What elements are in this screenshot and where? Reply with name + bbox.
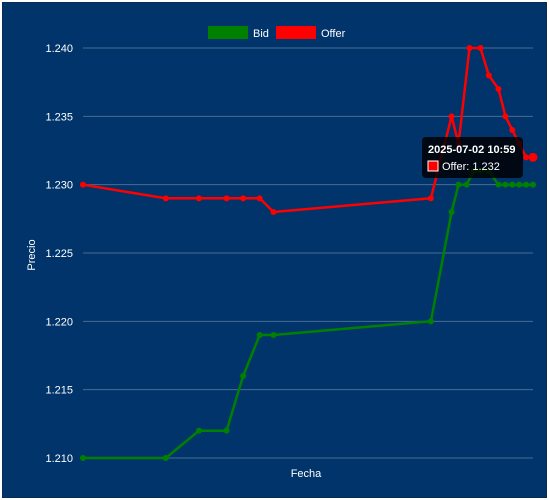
data-point-bid[interactable] <box>270 332 277 338</box>
y-tick-label: 1.225 <box>45 248 73 260</box>
data-point-bid[interactable] <box>523 181 530 188</box>
data-point-bid[interactable] <box>530 181 536 188</box>
data-point-offer[interactable] <box>162 195 169 202</box>
data-point-offer[interactable] <box>223 195 230 202</box>
data-point-bid[interactable] <box>223 427 230 434</box>
data-point-offer[interactable] <box>240 195 247 202</box>
data-point-bid[interactable] <box>162 455 169 461</box>
data-point-offer[interactable] <box>270 209 277 215</box>
data-point-offer[interactable] <box>509 127 516 133</box>
tooltip-title: 2025-07-02 10:59 <box>428 144 515 156</box>
data-point-offer[interactable] <box>256 195 263 202</box>
data-point-bid[interactable] <box>80 455 86 461</box>
series-line-bid <box>83 169 533 460</box>
series-layer <box>80 45 538 461</box>
line-chart: 1.210 1.215 1.220 1.225 1.230 1.235 1.240 Bid … <box>26 26 538 480</box>
data-point-offer[interactable] <box>523 154 530 161</box>
tooltip: 2025-07-02 10:59 Offer: 1.232 <box>422 137 523 178</box>
data-point-bid[interactable] <box>509 181 516 188</box>
y-tick-label: 1.240 <box>45 43 73 55</box>
grid <box>83 47 533 459</box>
legend-label-offer[interactable]: Offer <box>321 28 346 40</box>
series-bid <box>80 168 536 461</box>
legend[interactable]: Bid Offer <box>208 26 346 40</box>
data-point-offer[interactable] <box>495 86 502 92</box>
x-axis-title: Fecha <box>291 468 322 480</box>
y-tick-label: 1.230 <box>45 180 73 192</box>
data-point-bid[interactable] <box>240 373 247 379</box>
legend-label-bid[interactable]: Bid <box>253 28 269 40</box>
data-point-bid[interactable] <box>495 181 502 188</box>
data-point-bid[interactable] <box>448 209 455 215</box>
series-line-offer <box>82 46 533 214</box>
legend-swatch-bid[interactable] <box>208 26 248 39</box>
y-tick-label: 1.210 <box>45 453 73 465</box>
series-offer <box>80 45 536 215</box>
data-point-offer[interactable] <box>80 181 86 188</box>
data-point-offer[interactable] <box>427 195 434 202</box>
data-point-bid[interactable] <box>516 181 523 188</box>
data-point-bid[interactable] <box>502 181 509 188</box>
data-point-offer[interactable] <box>448 113 455 120</box>
tooltip-swatch <box>427 160 439 172</box>
y-tick-label: 1.235 <box>45 111 73 123</box>
y-tick-labels: 1.210 1.215 1.220 1.225 1.230 1.235 1.240 <box>45 43 73 465</box>
y-axis-title: Precio <box>26 239 38 270</box>
data-point-offer[interactable] <box>195 195 202 202</box>
data-point-bid[interactable] <box>455 181 462 188</box>
legend-swatch-offer[interactable] <box>276 26 316 39</box>
data-point-bid[interactable] <box>463 181 470 188</box>
data-point-offer[interactable] <box>466 45 473 51</box>
data-point-bid[interactable] <box>256 332 263 338</box>
y-tick-label: 1.215 <box>45 385 73 397</box>
tooltip-label: Offer: 1.232 <box>442 161 500 173</box>
data-point-bid[interactable] <box>195 427 202 434</box>
hovered-point[interactable] <box>528 152 538 162</box>
data-point-bid[interactable] <box>427 318 434 325</box>
y-tick-label: 1.220 <box>45 316 73 328</box>
data-point-offer[interactable] <box>477 45 484 51</box>
tooltip-box <box>422 137 523 178</box>
data-point-offer[interactable] <box>485 72 492 79</box>
data-point-offer[interactable] <box>502 113 509 120</box>
